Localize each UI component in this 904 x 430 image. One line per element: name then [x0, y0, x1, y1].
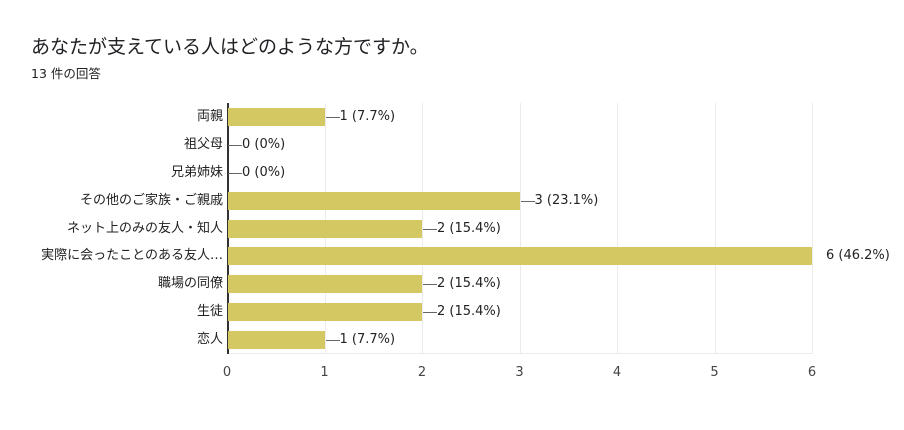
bar[interactable] [228, 247, 812, 266]
bar-row: 0 (0%) [227, 159, 812, 187]
gridline [617, 103, 618, 354]
data-label: 2 (15.4%) [437, 304, 501, 320]
category-label: 生徒 [196, 304, 223, 320]
label-connector [423, 312, 437, 314]
data-label: 6 (46.2%) [826, 248, 890, 264]
chart-title: あなたが支えている人はどのような方ですか。 [31, 36, 429, 58]
category-label: 祖父母 [183, 136, 223, 152]
gridline [812, 103, 813, 354]
bar[interactable] [228, 108, 325, 126]
y-axis-line [227, 103, 229, 354]
bar[interactable] [228, 191, 520, 210]
label-connector [423, 228, 437, 230]
bar[interactable] [228, 219, 422, 238]
bar-row: 2 (15.4%) [227, 215, 812, 243]
x-tick-label: 6 [807, 365, 817, 380]
gridline [519, 103, 521, 354]
bar[interactable] [228, 331, 325, 350]
data-label: 0 (0%) [242, 164, 286, 180]
bar-row: 2 (15.4%) [227, 270, 812, 298]
category-label: 恋人 [196, 332, 223, 348]
label-connector [325, 117, 340, 118]
data-label: 2 (15.4%) [437, 220, 501, 236]
bar-row: 1 (7.7%) [227, 103, 812, 131]
data-label: 1 (7.7%) [339, 332, 396, 348]
gridline [422, 103, 423, 354]
gridline [714, 103, 716, 354]
label-connector [228, 172, 242, 174]
bar[interactable] [228, 275, 422, 294]
category-label: その他のご家族・ご親戚 [79, 192, 223, 208]
category-label: 実際に会ったことのある友人… [41, 248, 223, 264]
x-tick-label: 3 [515, 365, 524, 380]
bar-row: 6 (46.2%) [227, 242, 890, 270]
plot-area: 1 (7.7%) 0 (0%) 0 (0%) 3 (23.1%) 2 (15.4%) 6 … [227, 103, 890, 354]
data-label: 3 (23.1%) [534, 192, 599, 208]
category-label: 両親 [196, 109, 223, 124]
label-connector [228, 144, 242, 146]
bar[interactable] [228, 303, 422, 322]
bar-row: 0 (0%) [227, 131, 812, 159]
data-label: 1 (7.7%) [339, 109, 396, 124]
x-tick-label: 4 [612, 365, 622, 380]
x-tick-label: 2 [417, 365, 427, 380]
data-label: 2 (15.4%) [437, 276, 501, 292]
x-tick-label: 5 [710, 365, 719, 380]
category-label: ネット上のみの友人・知人 [66, 220, 223, 236]
bar-row: 3 (23.1%) [227, 187, 812, 215]
data-label: 0 (0%) [242, 136, 286, 152]
label-connector [325, 340, 340, 342]
response-count: 13 件の回答 [31, 66, 101, 81]
label-connector [520, 200, 535, 202]
bar-row: 2 (15.4%) [227, 298, 812, 326]
category-label: 職場の同僚 [157, 276, 223, 292]
category-label: 兄弟姉妹 [170, 164, 223, 180]
label-connector [423, 284, 437, 286]
x-tick-label: 1 [320, 365, 329, 380]
x-tick-label: 0 [222, 365, 232, 380]
bar-row: 1 (7.7%) [227, 326, 812, 354]
